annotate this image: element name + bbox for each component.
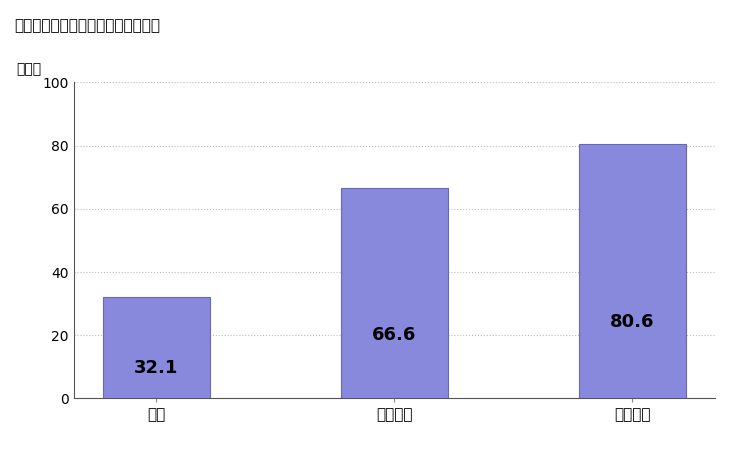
Bar (579, 144, 685, 398)
Bar (340, 188, 448, 398)
Text: 66.6: 66.6 (372, 326, 416, 344)
Text: 滅失住宅の平均筑後年数の国際比較: 滅失住宅の平均筑後年数の国際比較 (15, 18, 161, 33)
Bar (103, 297, 210, 398)
Text: 32.1: 32.1 (134, 359, 178, 377)
Text: （年）: （年） (16, 62, 41, 76)
Text: 80.6: 80.6 (610, 313, 654, 331)
